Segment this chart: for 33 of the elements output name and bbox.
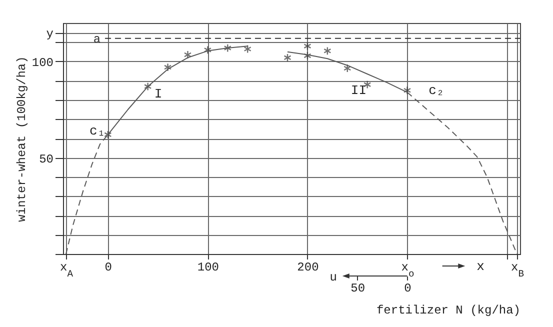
y-tick-label: 100 <box>32 56 54 70</box>
point <box>244 44 252 54</box>
point <box>364 80 372 89</box>
point <box>344 64 352 73</box>
x-tick-label: x$_{B}$ <box>511 260 524 279</box>
text: x <box>476 259 485 274</box>
annotation: II <box>350 82 367 98</box>
point <box>204 46 212 54</box>
y-axis-title: winter-wheat (100kg/ha) <box>14 56 29 222</box>
point <box>304 42 312 50</box>
x-axis-title: fertilizer N (kg/ha) <box>376 304 520 318</box>
point <box>304 51 312 60</box>
x-tick-label: 0 <box>104 260 112 274</box>
x2-axis-title: u <box>330 270 337 284</box>
x2-tick-label: 0 <box>404 282 412 296</box>
y-tick-label: y <box>46 27 54 42</box>
point <box>184 50 192 60</box>
annotation: c₁ <box>90 123 106 138</box>
point <box>224 44 232 52</box>
y-tick-label: 50 <box>39 152 54 166</box>
point <box>104 130 112 139</box>
annotation: I <box>154 86 162 102</box>
point <box>324 46 332 56</box>
x-tick-label: 100 <box>197 260 219 274</box>
point <box>403 86 412 95</box>
point <box>144 82 152 91</box>
x-tick-label: x$_{A}$ <box>60 260 74 279</box>
x-tick-label: x$_{o}$ <box>401 260 414 279</box>
annotation: c₂ <box>428 82 444 98</box>
x2-tick-label: 50 <box>350 282 366 296</box>
x-tick-label: 200 <box>297 260 319 274</box>
point <box>164 62 172 72</box>
point <box>284 53 292 62</box>
